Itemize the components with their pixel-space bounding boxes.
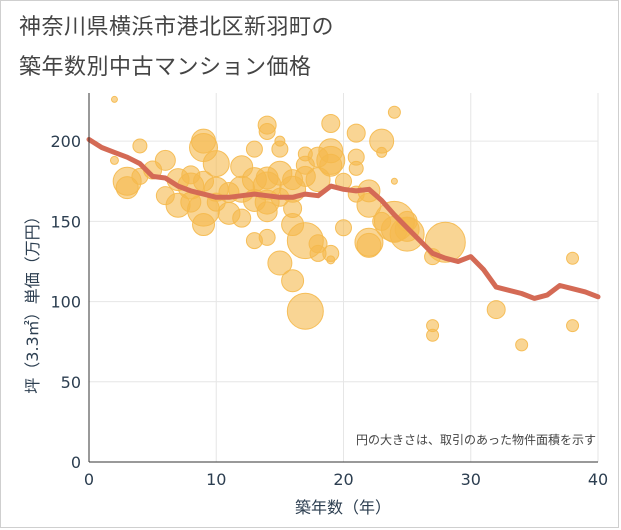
bubble-point	[245, 140, 263, 158]
bubble-point	[426, 328, 440, 342]
bubble-point	[281, 269, 305, 293]
bubble-point	[286, 292, 324, 330]
y-axis-label: 坪（3.3㎡）単価（万円）	[23, 208, 42, 393]
x-axis-label: 築年数（年）	[295, 498, 391, 517]
bubble-point	[387, 105, 401, 119]
x-tick-label: 40	[588, 470, 608, 489]
bubble-point	[132, 138, 148, 154]
x-tick-label: 20	[333, 470, 353, 489]
bubble-point	[566, 319, 580, 333]
bubble-point	[115, 176, 139, 200]
bubble-point	[202, 150, 230, 178]
bubble-point	[232, 208, 252, 228]
axes: 0 10 20 30 40 0 50 100 150 200	[50, 93, 608, 489]
x-tick-label: 0	[84, 470, 94, 489]
y-tick-label: 200	[50, 132, 81, 151]
bubble-point	[110, 95, 118, 103]
bubble-point	[154, 149, 176, 171]
bubble-point	[192, 213, 216, 237]
y-tick-label: 50	[61, 373, 81, 392]
bubble-point	[271, 140, 289, 158]
bubble-point	[346, 123, 366, 143]
bubble-point	[109, 155, 119, 165]
bubble-point	[566, 251, 580, 265]
bubble-point	[319, 153, 343, 177]
bubble-point	[326, 255, 336, 265]
bubble-point	[321, 113, 341, 133]
bubble-point	[356, 192, 382, 218]
bubble-point	[515, 338, 529, 352]
chart-title-line-1: 神奈川県横浜市港北区新羽町の	[19, 15, 335, 40]
y-tick-label: 0	[71, 453, 81, 472]
bubble-point	[486, 300, 506, 320]
bubble-point	[258, 228, 276, 246]
bubble-series	[109, 95, 580, 352]
bubble-point	[348, 160, 364, 176]
bubble-point	[258, 123, 276, 141]
bubble-point	[335, 219, 352, 237]
bubble-point	[389, 216, 425, 252]
bubble-point	[376, 146, 388, 158]
grid-lines	[88, 93, 599, 463]
average-line-path	[86, 137, 601, 301]
bubble-point	[267, 250, 293, 276]
average-price-line	[86, 137, 601, 301]
bubble-size-note: 円の大きさは、取引のあった物件面積を示す	[356, 432, 596, 447]
x-tick-label: 10	[206, 470, 226, 489]
y-tick-label: 100	[50, 293, 81, 312]
x-tick-label: 30	[461, 470, 481, 489]
chart-title-line-2: 築年数別中古マンション価格	[19, 55, 312, 80]
bubble-point	[390, 177, 398, 185]
y-tick-label: 150	[50, 212, 81, 231]
bubble-point	[256, 201, 278, 223]
bubble-point	[356, 232, 382, 258]
